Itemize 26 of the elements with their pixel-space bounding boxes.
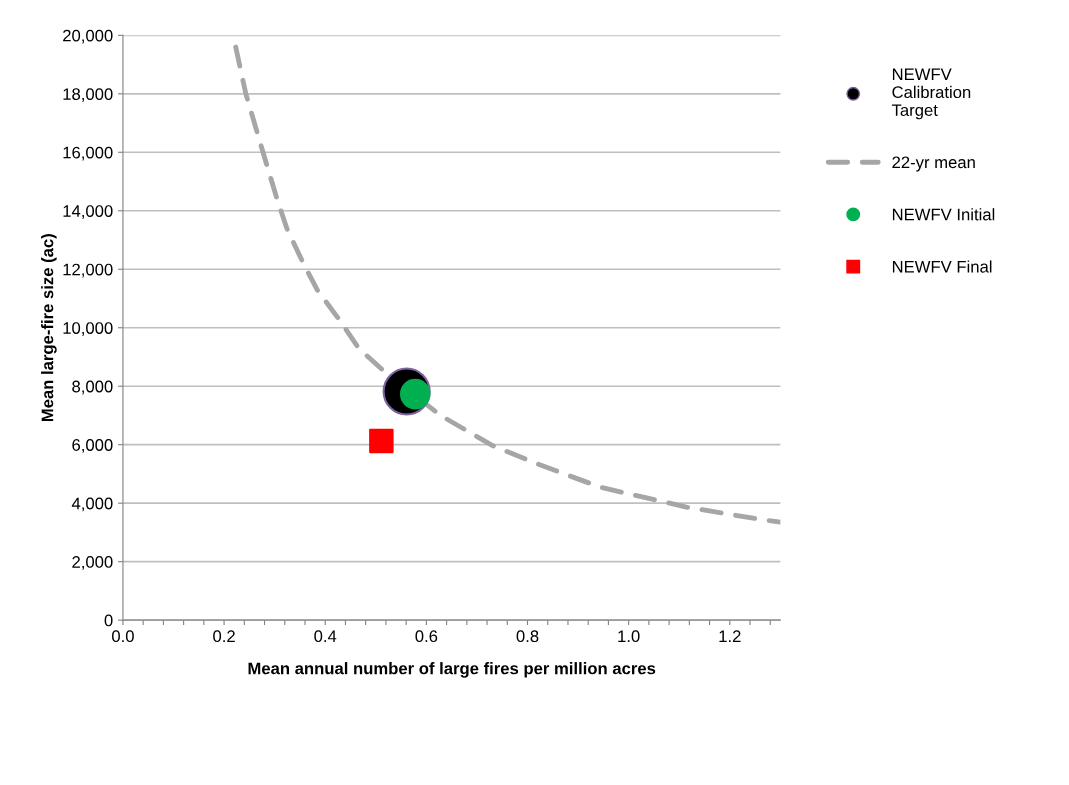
x-tick-label: 0.2: [213, 630, 235, 643]
x-tick-label: 0.4: [314, 630, 337, 643]
point: [369, 428, 394, 454]
legend-label: NEWFV Calibration Target: [891, 68, 971, 120]
y-tick-label: 12,000: [63, 263, 113, 278]
legend-label: 22-yr mean: [892, 156, 975, 172]
x-tick-label: 0.0: [112, 630, 134, 643]
x-tick-label: 0.6: [415, 630, 438, 643]
y-tick-label: 0: [104, 614, 113, 627]
x-tick-label: 0.8: [516, 630, 539, 643]
y-tick-label: 20,000: [63, 29, 113, 44]
x-tick-label: 1.2: [719, 630, 741, 642]
y-tick-label: 18,000: [63, 88, 113, 102]
legend-label: NEWFV Final: [892, 260, 992, 273]
y-tick-label: 6,000: [72, 439, 113, 453]
y-tick-label: 14,000: [63, 205, 113, 219]
y-axis-title: Mean large-fire size (ac): [41, 234, 57, 422]
legend-label: NEWFV Initial: [892, 208, 995, 221]
y-tick-label: 10,000: [63, 322, 113, 336]
x-axis-title: Mean annual number of large fires per million acres: [248, 662, 656, 678]
y-tick-label: 4,000: [71, 497, 113, 512]
x-tick-label: 1.0: [618, 630, 640, 643]
y-tick-label: 16,000: [63, 146, 113, 161]
y-tick-label: 8,000: [72, 380, 113, 395]
y-tick-label: 2,000: [72, 556, 113, 570]
line-series: [233, 44, 781, 525]
